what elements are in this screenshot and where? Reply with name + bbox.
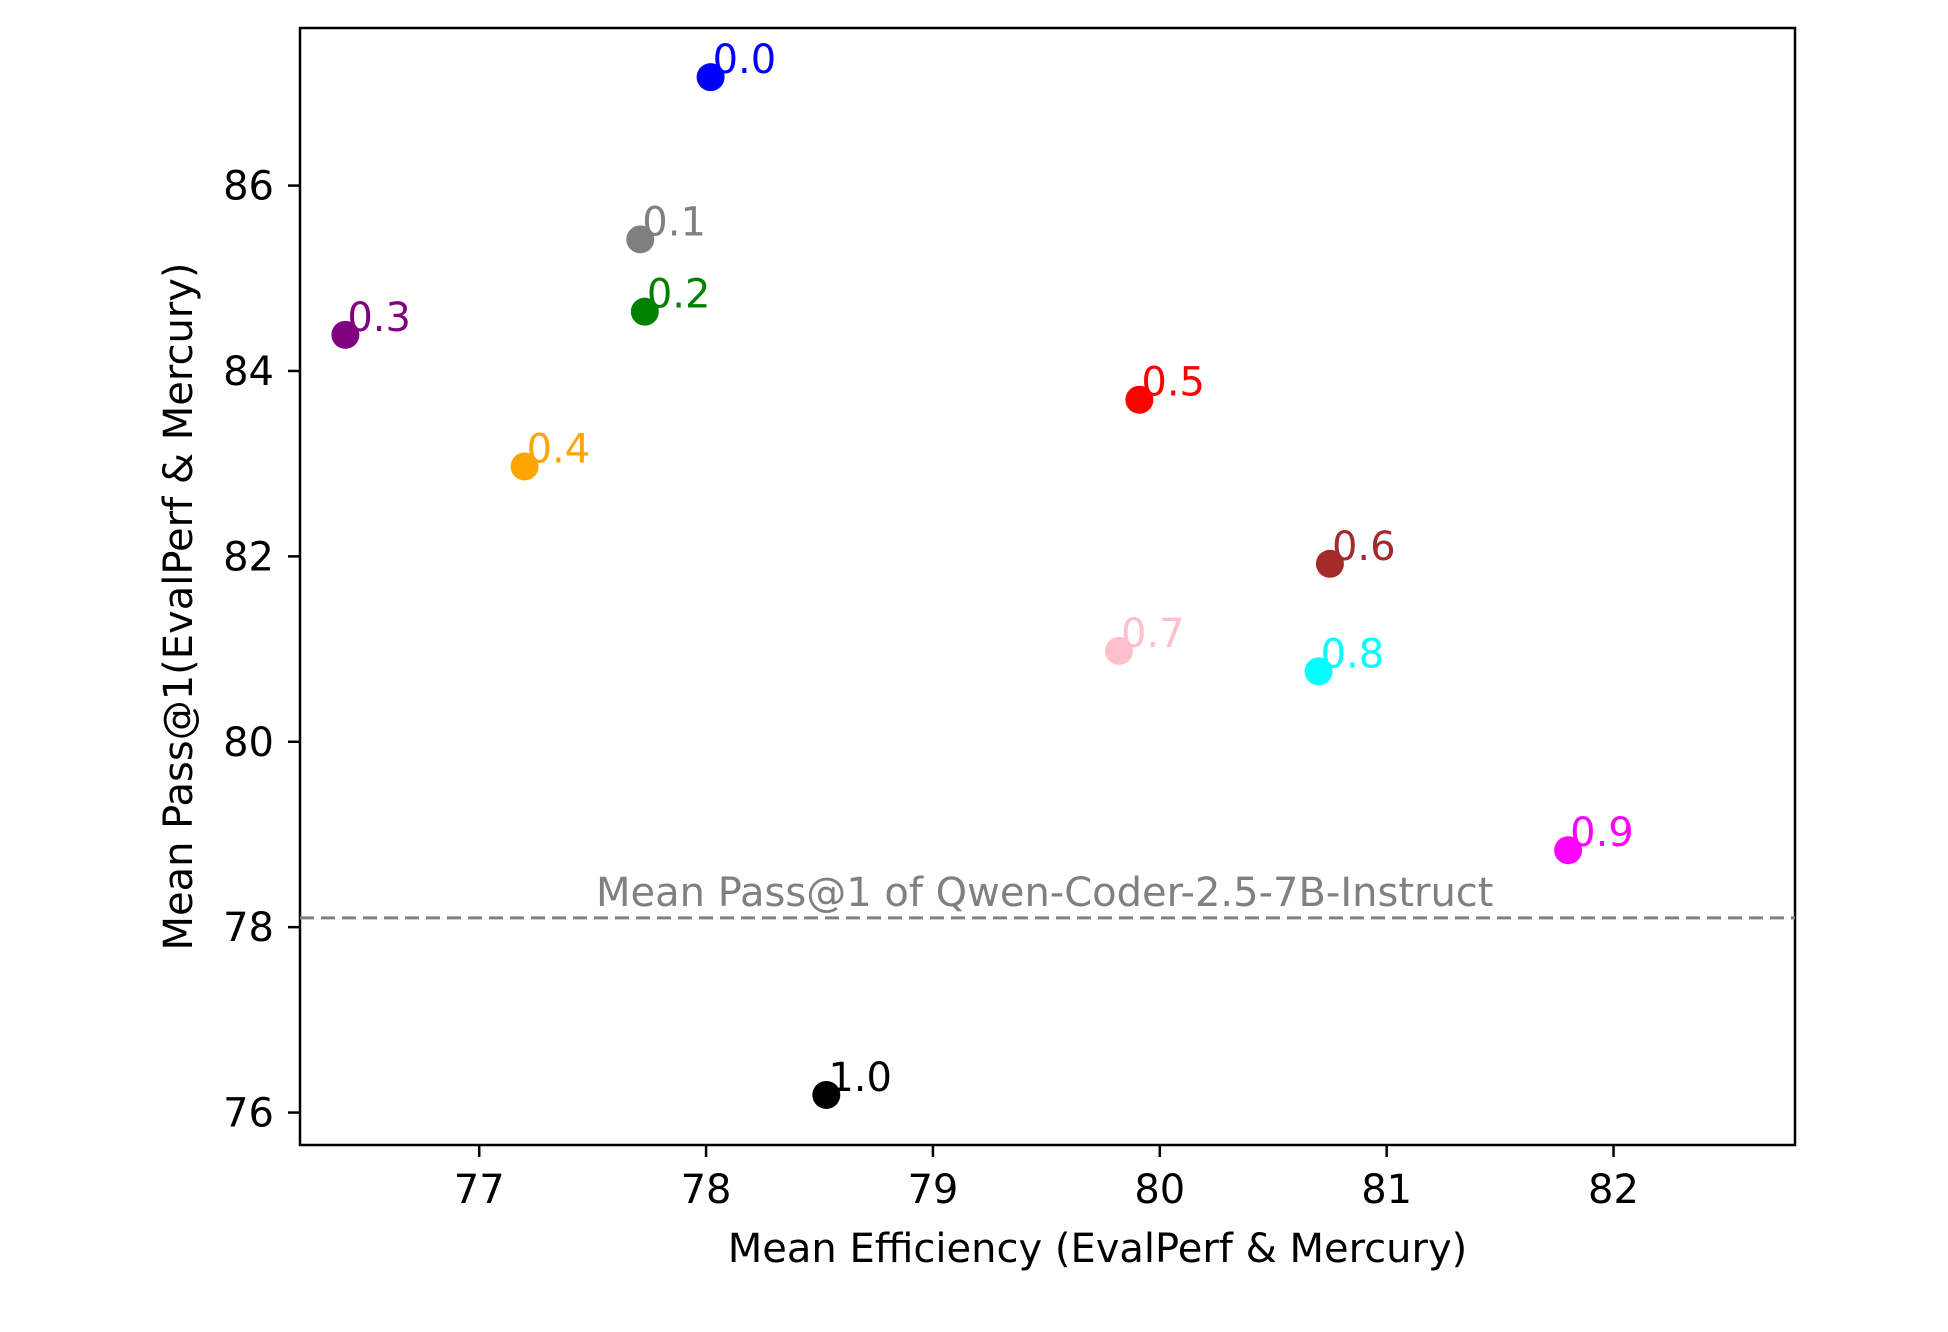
y-tick-label-84: 84 — [223, 349, 274, 395]
point-0.6 — [1315, 549, 1344, 578]
plot-frame — [298, 26, 1797, 1147]
point-0.0 — [696, 63, 725, 92]
x-tick-label-81: 81 — [1361, 1167, 1412, 1213]
y-tick-label-82: 82 — [223, 534, 274, 580]
y-tick-label-78: 78 — [223, 905, 274, 951]
point-label-0.3: 0.3 — [347, 295, 411, 341]
y-tick-label-76: 76 — [223, 1091, 274, 1137]
point-label-0.4: 0.4 — [527, 426, 591, 472]
point-0.1 — [626, 225, 655, 254]
point-0.7 — [1104, 636, 1133, 665]
x-tick-label-79: 79 — [907, 1167, 958, 1213]
reference-line-label: Mean Pass@1 of Qwen-Coder-2.5-7B-Instruc… — [596, 870, 1493, 916]
point-0.5 — [1125, 385, 1154, 414]
y-axis-title: Mean Pass@1(EvalPerf & Mercury) — [156, 262, 202, 950]
x-tick-label-78: 78 — [681, 1167, 732, 1213]
y-tick-label-80: 80 — [223, 720, 274, 766]
point-label-0.5: 0.5 — [1141, 360, 1205, 406]
point-label-0.7: 0.7 — [1121, 611, 1185, 657]
point-label-0.6: 0.6 — [1332, 524, 1396, 570]
point-0.9 — [1554, 836, 1583, 865]
point-1.0 — [812, 1080, 841, 1109]
y-tick-label-86: 86 — [223, 164, 274, 210]
x-tick-label-77: 77 — [454, 1167, 505, 1213]
point-label-0.9: 0.9 — [1570, 810, 1634, 856]
point-0.2 — [630, 297, 659, 326]
x-tick-label-82: 82 — [1588, 1167, 1639, 1213]
point-0.8 — [1304, 657, 1333, 686]
point-0.4 — [510, 452, 539, 481]
point-label-0.0: 0.0 — [713, 37, 777, 83]
point-label-0.8: 0.8 — [1321, 631, 1385, 677]
x-tick-label-80: 80 — [1134, 1167, 1185, 1213]
point-0.3 — [331, 320, 360, 349]
point-label-1.0: 1.0 — [828, 1055, 892, 1101]
point-label-0.2: 0.2 — [647, 272, 711, 318]
point-label-0.1: 0.1 — [642, 199, 706, 245]
x-axis-title: Mean Efficiency (EvalPerf & Mercury) — [728, 1226, 1467, 1272]
